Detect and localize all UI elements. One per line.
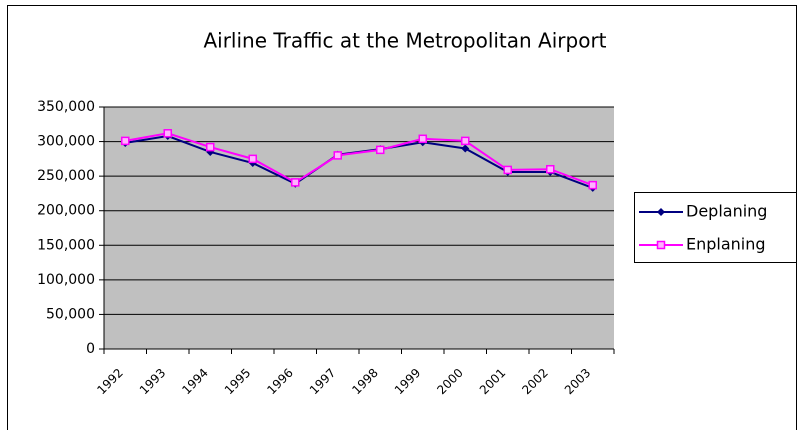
x-tick-label: 1992 bbox=[94, 366, 125, 397]
legend-marker bbox=[657, 208, 665, 216]
legend-box bbox=[634, 192, 797, 263]
x-tick-label: 1997 bbox=[307, 366, 338, 397]
legend-marker bbox=[656, 240, 666, 250]
point-marker bbox=[461, 144, 470, 153]
point-marker bbox=[503, 165, 512, 175]
x-tick-label: 2001 bbox=[477, 366, 508, 397]
point-marker bbox=[248, 154, 257, 164]
y-tick-label: 0 bbox=[86, 341, 95, 357]
legend-label: Enplaning bbox=[686, 235, 766, 254]
point-marker bbox=[461, 136, 470, 146]
point-marker bbox=[588, 180, 597, 190]
point-marker bbox=[206, 142, 215, 152]
point-marker bbox=[163, 129, 172, 138]
point-marker bbox=[376, 145, 385, 155]
x-tick-label: 1994 bbox=[179, 366, 210, 397]
y-tick-label: 100,000 bbox=[37, 272, 95, 288]
y-tick-label: 150,000 bbox=[37, 237, 95, 253]
y-tick-label: 200,000 bbox=[37, 203, 95, 219]
point-marker bbox=[121, 136, 130, 146]
legend-label: Deplaning bbox=[686, 202, 767, 221]
plot-area bbox=[104, 107, 614, 349]
x-tick-label: 1996 bbox=[264, 366, 295, 397]
x-tick-label: 1995 bbox=[222, 366, 253, 397]
point-marker bbox=[418, 134, 427, 144]
y-tick-label: 250,000 bbox=[37, 168, 95, 184]
x-tick-label: 2002 bbox=[519, 366, 550, 397]
series-line bbox=[125, 132, 594, 187]
x-tick-label: 1999 bbox=[392, 366, 423, 397]
y-tick-label: 50,000 bbox=[46, 306, 95, 322]
point-marker bbox=[333, 151, 342, 160]
chart-title: Airline Traffic at the Metropolitan Airp… bbox=[203, 29, 606, 53]
x-tick-label: 2000 bbox=[434, 366, 465, 397]
x-tick-label: 2003 bbox=[562, 366, 593, 397]
y-tick-label: 350,000 bbox=[37, 99, 95, 115]
x-tick-label: 1993 bbox=[137, 366, 168, 397]
point-marker bbox=[546, 164, 555, 174]
x-tick-label: 1998 bbox=[349, 366, 380, 397]
point-marker bbox=[291, 178, 300, 187]
y-tick-label: 300,000 bbox=[37, 134, 95, 150]
